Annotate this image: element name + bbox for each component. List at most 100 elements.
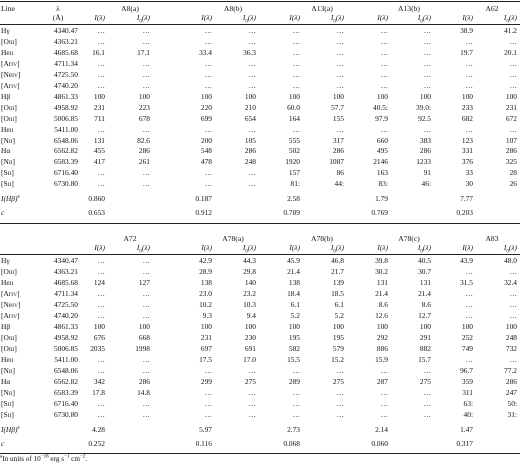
table-cell: … (97, 365, 105, 375)
table-cell: 548 (200, 146, 212, 156)
line-label: [NII] (1, 387, 16, 397)
table-cell: … (380, 365, 388, 375)
ihb-value: 2.73 (287, 424, 300, 434)
table-cell: 5.2 (334, 311, 344, 320)
table-cell: 83: (378, 179, 388, 189)
table-cell: … (97, 168, 105, 178)
line-label: [ArIV] (1, 289, 20, 299)
col-header-i: I(λ) (377, 13, 388, 22)
col-header-i: I(λ) (94, 243, 105, 253)
table-cell: 6.1 (290, 300, 300, 310)
table-cell: 163 (376, 168, 388, 178)
table-cell: 100 (244, 91, 256, 101)
table-cell: … (336, 26, 344, 35)
wavelength-value: 4861.33 (53, 91, 78, 101)
line-label: Hγ (1, 256, 10, 266)
c-value: 0.769 (371, 208, 388, 218)
table-cell: … (292, 58, 300, 68)
table-cell: … (509, 69, 517, 79)
table-cell: … (336, 387, 344, 397)
table-cell: 14.8 (137, 387, 150, 397)
wavelength-value: 4958.92 (53, 332, 78, 342)
c-value: 0.789 (283, 208, 300, 218)
wavelength-value: 6730.80 (53, 179, 78, 189)
table-cell: … (97, 69, 105, 79)
table-cell: 31: (507, 409, 517, 419)
table-cell: 100 (138, 321, 150, 331)
table-cell: 124 (93, 278, 105, 288)
wavelength-unit: (Å) (52, 13, 64, 22)
table-cell: … (336, 398, 344, 408)
table-cell: 100 (200, 91, 212, 101)
table-cell: … (142, 365, 150, 375)
table-cell: … (465, 289, 473, 299)
table-cell: … (423, 58, 431, 68)
table-cell: … (336, 80, 344, 90)
line-header: Line (1, 4, 15, 13)
table-cell: … (336, 58, 344, 68)
line-label: [OIII] (1, 36, 17, 46)
table-cell: … (97, 256, 105, 266)
table-cell: 138 (200, 278, 212, 288)
table-cell: … (465, 124, 473, 134)
wavelength-value: 6730.80 (53, 409, 78, 419)
ihb-value: 1.79 (375, 194, 388, 204)
table-cell: 39.0: (416, 102, 431, 112)
table-cell: 711 (94, 113, 105, 123)
wavelength-header: λ (56, 4, 60, 13)
table-cell: 100 (419, 321, 431, 331)
wavelength-value: 6548.06 (53, 135, 78, 145)
ihb-value: 0.860 (88, 194, 105, 204)
table-cell: … (142, 26, 150, 35)
table-cell: … (509, 289, 517, 299)
table-cell: 1998 (135, 343, 150, 353)
table-cell: 287 (376, 376, 388, 386)
table-cell: … (142, 300, 150, 310)
table-cell: … (336, 36, 344, 46)
wavelength-value: 4740.20 (53, 80, 78, 90)
table-cell: 749 (461, 343, 473, 353)
table-cell: 697 (200, 343, 212, 353)
line-label: Hα (1, 146, 11, 156)
table-cell: 131 (419, 278, 431, 288)
table-cell: … (248, 168, 256, 178)
table-cell: … (204, 387, 212, 397)
line-label: [NeIV] (1, 69, 21, 79)
table-cell: … (380, 409, 388, 419)
col-header-i: I(λ) (94, 13, 105, 22)
object-header-a78a: A78(a) (222, 234, 244, 244)
table-cell: 1920 (285, 157, 300, 167)
table-cell: … (465, 69, 473, 79)
table-cell: 100 (138, 91, 150, 101)
table-cell: 12.7 (418, 311, 431, 320)
wavelength-value: 6562.82 (53, 146, 78, 156)
table-cell: 311 (462, 387, 473, 397)
table-cell: … (292, 409, 300, 419)
table-cell: 247 (505, 387, 517, 397)
table-cell: 131 (376, 278, 388, 288)
line-label: [OIII] (1, 332, 17, 342)
table-cell: 63: (463, 398, 473, 408)
table-cell: 286 (332, 146, 344, 156)
table-cell: 289 (288, 376, 300, 386)
header-rule (0, 24, 520, 25)
table-cell: … (292, 124, 300, 134)
table-cell: 46.8 (331, 256, 344, 266)
wavelength-value: 4340.47 (53, 26, 78, 35)
table-cell: 342 (93, 376, 105, 386)
table-cell: … (97, 300, 105, 310)
table-cell: 26 (509, 179, 517, 189)
table-cell: 682 (461, 113, 473, 123)
table-cell: 100 (505, 321, 517, 331)
table-cell: … (204, 80, 212, 90)
table-cell: … (204, 26, 212, 35)
table-cell: 231 (505, 102, 517, 112)
table-cell: 100 (332, 321, 344, 331)
table-cell: 28.9 (199, 267, 212, 277)
ihb-value: 5.97 (199, 424, 212, 434)
table-cell: … (423, 409, 431, 419)
col-header-i0: I0(λ) (136, 243, 150, 255)
table-cell: 495 (376, 146, 388, 156)
line-label: [ArIV] (1, 80, 20, 90)
